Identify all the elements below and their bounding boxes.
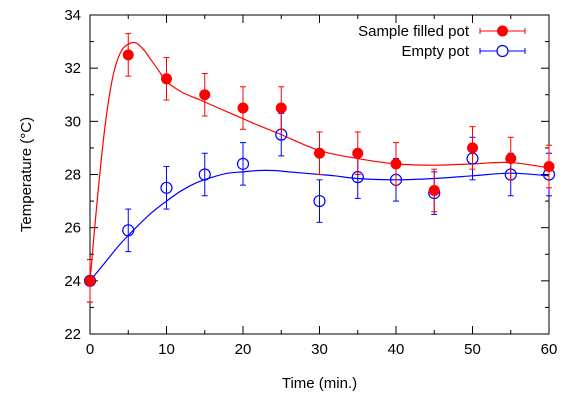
sample-filled-pot-marker	[122, 49, 134, 61]
legend-label-sample-filled-pot: Sample filled pot	[358, 23, 470, 40]
legend-marker-sample-filled-pot	[497, 25, 508, 37]
y-tick-label: 34	[64, 7, 81, 24]
sample-filled-pot-point	[543, 144, 555, 189]
data-points	[83, 33, 556, 303]
legend: Sample filled pot Empty pot	[358, 23, 526, 60]
sample-filled-pot-point	[237, 86, 249, 130]
x-tick-label: 30	[311, 341, 328, 358]
sample-filled-pot-point	[352, 131, 364, 175]
empty-pot-marker	[160, 181, 173, 194]
empty-pot-marker	[198, 168, 211, 181]
sample-filled-pot-point	[122, 33, 134, 77]
sample-filled-pot-marker	[161, 73, 172, 85]
empty-pot-fit-curve	[89, 169, 550, 282]
sample-filled-pot-marker	[314, 147, 325, 159]
sample-filled-pot-marker	[84, 275, 96, 287]
sample-filled-pot-marker	[199, 89, 211, 101]
sample-filled-pot-point	[314, 131, 325, 175]
y-tick-label: 22	[64, 326, 81, 343]
legend-item-empty-pot: Empty pot	[401, 43, 526, 60]
sample-filled-pot-point	[467, 126, 478, 170]
sample-filled-pot-point	[390, 142, 402, 186]
empty-pot-point	[313, 179, 326, 223]
sample-filled-pot-marker	[543, 161, 555, 173]
x-axis-label: Time (min.)	[282, 375, 357, 392]
sample-filled-pot-marker	[505, 153, 517, 165]
x-tick-label: 60	[541, 341, 558, 358]
x-tick-label: 20	[235, 341, 252, 358]
legend-label-empty-pot: Empty pot	[401, 43, 469, 60]
x-tick-label: 50	[464, 341, 481, 358]
y-tick-label: 28	[64, 167, 81, 184]
sample-filled-pot-point	[428, 168, 440, 213]
x-tick-label: 0	[86, 341, 94, 358]
y-tick-label: 24	[64, 273, 81, 290]
empty-pot-point	[198, 152, 211, 197]
sample-filled-pot-point	[161, 57, 172, 101]
y-tick-label: 26	[64, 220, 81, 237]
axes: 0 10 20 30 40 50 60 22 24 26 28 30 32 34	[64, 7, 557, 358]
x-tick-label: 10	[158, 341, 175, 358]
legend-item-sample-filled-pot: Sample filled pot	[358, 23, 526, 40]
legend-marker-empty-pot	[496, 44, 509, 58]
empty-pot-point	[160, 166, 173, 210]
sample-filled-pot-marker	[467, 142, 478, 154]
empty-pot-point	[236, 142, 250, 186]
sample-filled-pot-marker	[390, 158, 402, 170]
empty-pot-marker	[313, 194, 326, 208]
sample-filled-pot-marker	[275, 102, 287, 114]
empty-pot-marker	[122, 224, 135, 237]
sample-filled-pot-marker	[428, 184, 440, 196]
x-tick-label: 40	[388, 341, 405, 358]
sample-filled-pot-marker	[237, 102, 249, 114]
sample-filled-pot-marker	[352, 147, 364, 159]
y-tick-label: 32	[64, 60, 81, 77]
sample-filled-pot-point	[505, 136, 517, 181]
sample-filled-pot-point	[84, 259, 96, 303]
sample-filled-pot-point	[275, 86, 287, 130]
empty-pot-point	[122, 208, 135, 253]
y-tick-label: 30	[64, 113, 81, 130]
sample-filled-pot-point	[199, 72, 211, 117]
empty-pot-marker	[236, 157, 250, 170]
y-axis-label: Temperature (°C)	[18, 117, 35, 232]
